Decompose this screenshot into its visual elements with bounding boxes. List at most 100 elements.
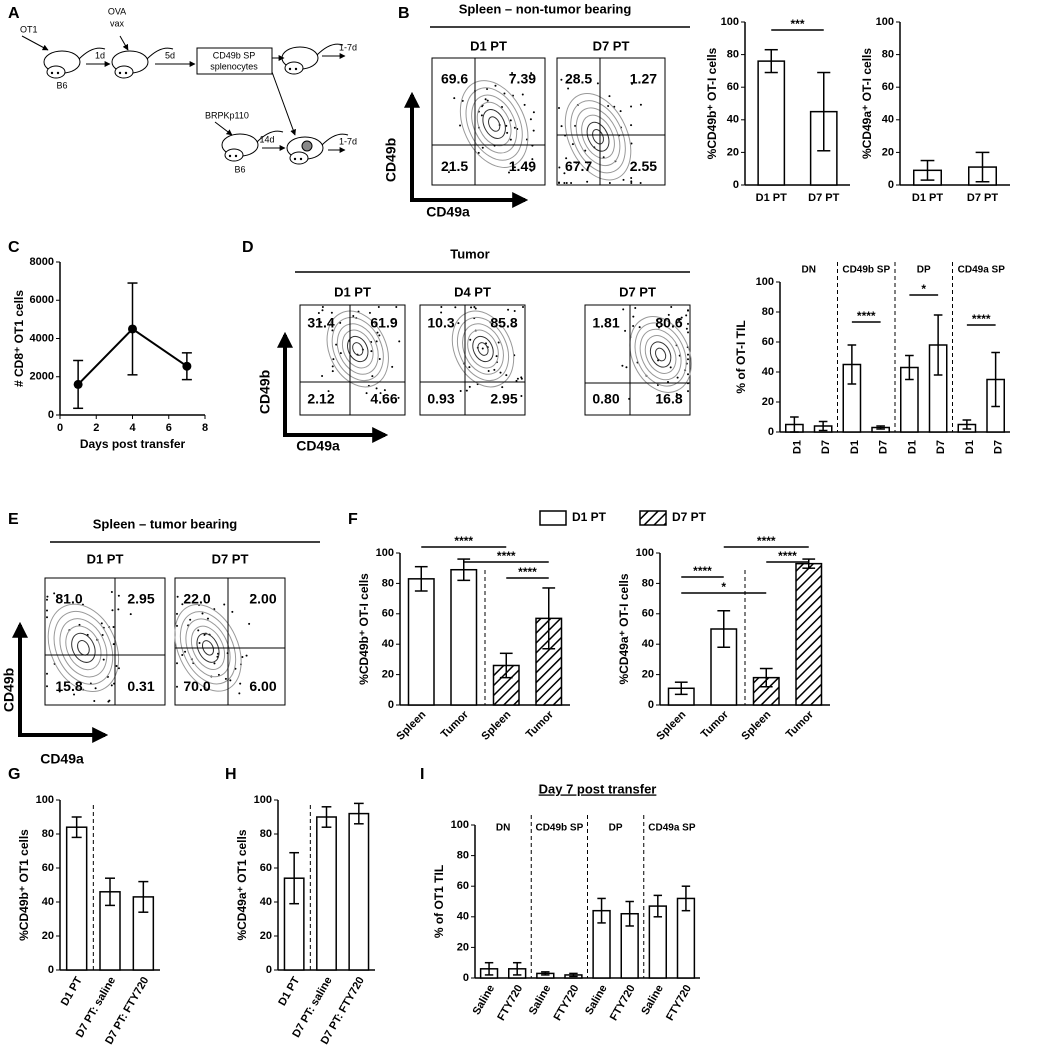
- contour: [53, 610, 114, 685]
- mouse-tail: [316, 43, 344, 56]
- x-tick-label: 8: [202, 422, 208, 434]
- contour: [47, 603, 120, 692]
- diagram-label: splenocytes: [210, 61, 258, 71]
- event-dot: [58, 687, 61, 690]
- event-dot: [630, 177, 633, 180]
- event-dot: [563, 172, 566, 175]
- mouse-eye: [288, 67, 292, 71]
- panel-label: F: [348, 511, 358, 528]
- event-dot: [46, 595, 49, 598]
- y-tick-label: 80: [882, 49, 894, 61]
- event-dot: [667, 313, 670, 316]
- event-dot: [607, 105, 610, 108]
- quadrant-value: 2.12: [307, 390, 334, 406]
- event-dot: [575, 161, 578, 164]
- event-dot: [619, 110, 622, 113]
- event-dot: [440, 311, 443, 314]
- event-dot: [330, 311, 333, 314]
- panel-label: H: [225, 766, 237, 783]
- contour: [196, 632, 220, 663]
- x-tick-label: FTY720: [664, 983, 694, 1023]
- event-dot: [250, 593, 253, 596]
- legend-swatch: [539, 510, 567, 526]
- event-dot: [115, 664, 118, 667]
- event-dot: [112, 643, 115, 646]
- diagram-label: B6: [234, 164, 245, 174]
- flow-x-label: CD49a: [40, 751, 84, 767]
- y-axis-label: %CD49b⁺ OT-I cells: [357, 573, 371, 685]
- event-dot: [331, 329, 334, 332]
- mouse-eye: [234, 154, 238, 158]
- quadrant-value: 2.00: [249, 590, 276, 606]
- event-dot: [198, 641, 201, 644]
- y-tick-label: 40: [382, 638, 394, 650]
- significance-label: ****: [757, 534, 776, 548]
- y-tick-label: 0: [388, 699, 394, 711]
- event-dot: [368, 311, 371, 314]
- event-dot: [571, 143, 574, 146]
- panel-label: G: [8, 766, 20, 783]
- y-tick-label: 8000: [30, 256, 54, 268]
- event-dot: [513, 325, 516, 328]
- event-dot: [669, 366, 672, 369]
- event-dot: [459, 124, 462, 127]
- event-dot: [382, 394, 385, 397]
- mouse-eye: [299, 157, 303, 161]
- contour: [644, 335, 677, 374]
- contour: [564, 93, 632, 181]
- event-dot: [687, 331, 689, 334]
- y-tick-label: 20: [642, 669, 654, 681]
- group-label: CD49a SP: [958, 265, 1006, 276]
- x-tick-label: 6: [166, 422, 172, 434]
- event-dot: [680, 316, 683, 319]
- quadrant-value: 2.55: [630, 158, 657, 174]
- event-dot: [622, 178, 625, 181]
- diagram-label: 1-7d: [339, 42, 357, 52]
- x-tick-label: Spleen: [654, 709, 688, 743]
- event-dot: [383, 389, 386, 392]
- event-dot: [46, 609, 48, 612]
- event-dot: [176, 595, 179, 598]
- event-dot: [520, 395, 523, 398]
- y-tick-label: 40: [42, 896, 54, 908]
- x-tick-label: D7: [878, 440, 890, 454]
- legend-label: D7 PT: [672, 510, 707, 524]
- x-tick-label: D7 PT: [808, 192, 839, 204]
- y-tick-label: 60: [762, 336, 774, 348]
- event-dot: [391, 318, 394, 321]
- event-dot: [117, 608, 120, 611]
- point: [73, 379, 83, 389]
- event-dot: [46, 598, 48, 601]
- contour: [471, 94, 518, 154]
- x-tick-label: Saline: [527, 983, 554, 1017]
- event-dot: [376, 331, 379, 334]
- event-dot: [624, 329, 627, 332]
- significance-label: ****: [778, 549, 797, 563]
- event-dot: [53, 592, 56, 595]
- event-dot: [447, 171, 450, 174]
- event-dot: [495, 355, 498, 358]
- event-dot: [634, 306, 637, 309]
- y-tick-label: 20: [727, 146, 739, 158]
- event-dot: [213, 662, 216, 665]
- quadrant-value: 16.8: [655, 390, 682, 406]
- event-dot: [670, 306, 673, 308]
- significance-label: ***: [790, 17, 804, 31]
- bar: [65, 826, 88, 971]
- event-dot: [457, 322, 460, 325]
- contour: [575, 107, 621, 167]
- event-dot: [639, 182, 642, 184]
- event-dot: [505, 374, 508, 377]
- event-dot: [497, 341, 500, 344]
- x-tick-label: 0: [57, 422, 63, 434]
- event-dot: [239, 682, 242, 685]
- contour: [581, 114, 615, 159]
- event-dot: [632, 315, 635, 318]
- event-dot: [378, 358, 381, 361]
- quadrant-value: 0.80: [592, 390, 619, 406]
- flow-title: Tumor: [450, 246, 489, 261]
- y-axis-label: % of OT-I TIL: [734, 320, 748, 393]
- event-dot: [499, 371, 502, 374]
- y-tick-label: 80: [260, 828, 272, 840]
- y-tick-label: 100: [636, 547, 654, 559]
